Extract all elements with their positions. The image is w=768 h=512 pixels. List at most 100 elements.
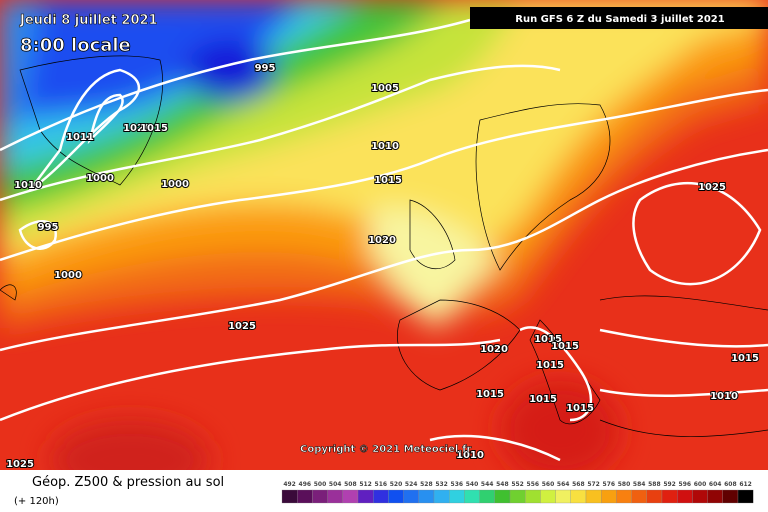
scale-swatch [327,489,343,504]
scale-swatch [631,489,647,504]
isobar-label: 1010 [371,141,399,152]
isobar-label: 1015 [534,334,562,345]
scale-label: 604 [709,481,722,488]
scale-swatch [555,489,571,504]
scale-swatch [281,489,298,504]
scale-swatch [388,489,404,504]
scale-swatch [297,489,313,504]
geopotential-field [0,0,768,500]
scale-swatch [692,489,708,504]
scale-label: 552 [511,481,524,488]
isobar-label: 1015 [140,123,168,134]
scale-label: 512 [359,481,372,488]
scale-swatch [616,489,632,504]
isobar-label: 1020 [368,235,396,246]
scale-label: 572 [587,481,600,488]
isobar-label: 1020 [123,123,151,134]
isobar-label: 1000 [86,173,114,184]
scale-label: 536 [451,481,464,488]
isobar-label: 1000 [54,270,82,281]
scale-label: 492 [283,481,296,488]
scale-swatch [722,489,739,504]
scale-label: 508 [344,481,357,488]
scale-swatch [403,489,419,504]
scale-label: 560 [542,481,555,488]
scale-swatch [525,489,541,504]
scale-label: 556 [527,481,540,488]
isobar-label: 1005 [371,83,399,94]
isobar-label: 1015 [374,175,402,186]
scale-swatch [312,489,328,504]
scale-label: 532 [435,481,448,488]
field-title: Géop. Z500 & pression au sol [32,475,224,490]
isobar-label: 1011 [66,132,94,143]
scale-swatch [677,489,693,504]
isobar-label: 1015 [529,394,557,405]
scale-label: 596 [679,481,692,488]
scale-label: 504 [329,481,342,488]
scale-label: 520 [390,481,403,488]
isobar-label: 1000 [161,179,189,190]
coastlines [0,55,768,437]
scale-swatch [509,489,526,504]
scale-label: 592 [663,481,676,488]
scale-label: 588 [648,481,661,488]
isobar-label: 1010 [456,450,484,461]
scale-swatch [464,489,480,504]
isobar-label: 1010 [14,180,42,191]
isobar-label: 1010 [710,391,738,402]
scale-label: 528 [420,481,433,488]
lead-time: (+ 120h) [14,496,59,507]
isobar-label: 995 [38,222,59,233]
scale-swatch [342,489,359,504]
scale-swatch [479,489,495,504]
scale-swatch [707,489,723,504]
run-banner [470,7,768,29]
scale-label: 500 [314,481,327,488]
scale-swatch [494,489,511,504]
scale-label: 564 [557,481,570,488]
valid-time: 8:00 locale [20,35,131,56]
isobar-label: 1020 [480,344,508,355]
scale-label: 608 [724,481,737,488]
isobar-label: 1015 [536,360,564,371]
scale-label: 568 [572,481,585,488]
isobar-labels: 9951005101110201015101010151010100010009… [5,62,760,471]
isobar-label: 1025 [698,182,726,193]
scale-swatch [646,489,663,504]
scale-swatch [601,489,617,504]
scale-swatch [737,489,754,504]
isobar-label: 1015 [566,403,594,414]
scale-label: 576 [603,481,616,488]
scale-swatch [585,489,602,504]
scale-swatch [357,489,374,504]
color-scale: 492 496 500 504 508 512 516 520 524 528 532 536 540 5… [281,481,754,504]
scale-label: 584 [633,481,646,488]
copyright: Copyright © 2021 Meteociel.fr [300,444,471,455]
scale-label: 580 [618,481,631,488]
scale-label: 516 [375,481,388,488]
valid-date: Jeudi 8 juillet 2021 [19,13,158,28]
scale-swatch [449,489,465,504]
scale-swatch [373,489,389,504]
scale-swatch [570,489,587,504]
scale-label: 544 [481,481,494,488]
scale-label: 612 [739,481,752,488]
scale-label: 524 [405,481,418,488]
scale-label: 548 [496,481,509,488]
isobar-label: 1015 [731,353,759,364]
isobar-label: 1015 [476,389,504,400]
isobars [0,18,768,462]
scale-label: 540 [466,481,479,488]
isobar-label: 1015 [551,341,579,352]
scale-swatch [540,489,556,504]
scale-label: 496 [299,481,312,488]
scale-swatch [418,489,435,504]
isobar-label: 1025 [228,321,256,332]
isobar-label: 995 [255,63,276,74]
scale-swatch [433,489,450,504]
scale-swatch [661,489,678,504]
scale-label: 600 [694,481,707,488]
isobar-label: 1025 [6,459,34,470]
